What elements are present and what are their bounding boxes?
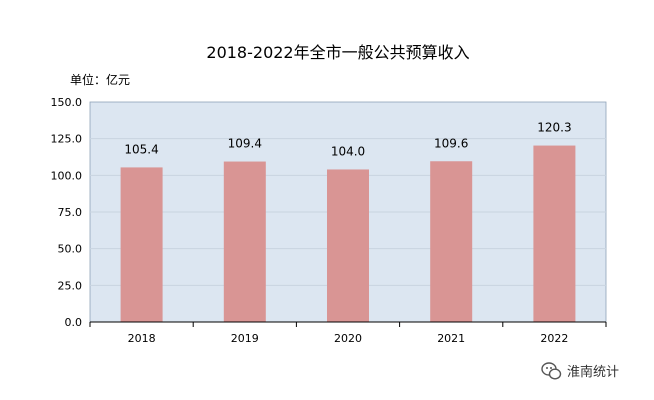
x-axis: 2018 2019 2020 2021 2022 — [89, 321, 607, 345]
bars — [120, 145, 576, 322]
x-tick-label-2018: 2018 — [128, 332, 156, 345]
bar-2020 — [327, 169, 369, 322]
y-tick-label: 0.0 — [65, 316, 83, 329]
x-tick-label-2021: 2021 — [437, 332, 465, 345]
y-tick-label: 125.0 — [51, 133, 83, 146]
y-tick-label: 50.0 — [58, 243, 83, 256]
bar-2018 — [120, 167, 163, 322]
y-tick-label: 75.0 — [58, 206, 83, 219]
y-tick-label: 150.0 — [51, 96, 83, 109]
x-tick-label-2019: 2019 — [231, 332, 259, 345]
data-label-2019: 109.4 — [228, 137, 262, 151]
x-tick-label-2022: 2022 — [540, 332, 568, 345]
data-label-2018: 105.4 — [124, 142, 158, 156]
bar-2022 — [533, 145, 576, 322]
y-tick-label: 25.0 — [58, 279, 83, 292]
data-label-2021: 109.6 — [434, 136, 468, 150]
data-label-2020: 104.0 — [331, 144, 365, 158]
chart-title: 2018-2022年全市一般公共预算收入 — [206, 43, 469, 62]
y-axis: 0.0 25.0 50.0 75.0 100.0 125.0 150.0 — [51, 96, 83, 329]
data-labels: 105.4 109.4 104.0 109.6 120.3 — [124, 121, 571, 159]
watermark: 淮南统计 — [541, 362, 619, 380]
bar-2021 — [430, 161, 473, 322]
wechat-icon — [541, 362, 562, 380]
bar-2019 — [223, 161, 266, 322]
unit-label: 单位：亿元 — [70, 72, 130, 87]
data-label-2022: 120.3 — [537, 121, 571, 135]
y-tick-label: 100.0 — [51, 169, 83, 182]
x-tick-label-2020: 2020 — [334, 332, 362, 345]
watermark-text: 淮南统计 — [567, 364, 619, 380]
